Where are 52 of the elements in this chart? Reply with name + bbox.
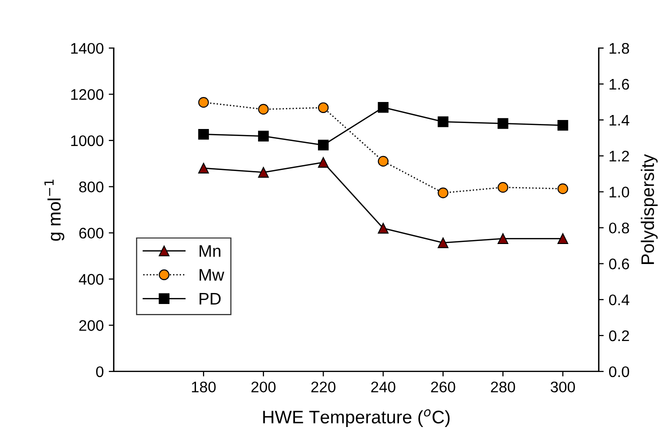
legend-label: PD	[200, 293, 221, 304]
point	[557, 233, 568, 244]
y2-tick-label: 1.2	[610, 150, 629, 162]
y2-axis-title: Polydispersity	[640, 154, 658, 264]
y2-tick-label: 0.4	[609, 294, 630, 306]
point	[378, 102, 389, 113]
y2-tick-label: 1.8	[610, 42, 630, 54]
legend-label: Mw	[200, 269, 224, 281]
y2-tick-label: 0.0	[609, 366, 630, 378]
x-tick-label: 240	[371, 382, 396, 392]
y2-tick-label: 1.0	[610, 186, 630, 198]
y2-tick-label: 0.2	[609, 330, 629, 342]
point	[438, 116, 448, 128]
y-tick-label: 400	[78, 274, 104, 285]
y-tick-label: 1000	[71, 135, 104, 146]
point	[318, 102, 329, 114]
x-tick-label: 180	[192, 382, 216, 392]
point	[258, 130, 269, 142]
x-tick-label: 220	[311, 382, 336, 392]
point	[378, 156, 389, 167]
point	[198, 97, 209, 108]
point	[498, 182, 508, 193]
y-tick-label: 800	[79, 182, 104, 192]
point	[198, 128, 209, 140]
point	[438, 237, 448, 248]
point	[258, 166, 269, 178]
point	[378, 222, 389, 234]
y-tick-label: 600	[79, 228, 104, 239]
y2-tick-label: 0.6	[609, 258, 630, 270]
y-tick-label: 0	[96, 366, 104, 378]
x-tick-label: 200	[251, 382, 276, 392]
point	[198, 162, 209, 174]
x-tick-label: 260	[431, 382, 456, 392]
y-tick-label: 1400	[71, 42, 104, 54]
point	[258, 104, 269, 115]
y2-tick-label: 0.8	[609, 222, 630, 234]
legend-label: Mn	[200, 245, 220, 257]
y-tick-label: 200	[79, 320, 104, 331]
y-tick-label: 1200	[71, 89, 104, 100]
y2-tick-label: 1.6	[610, 78, 630, 90]
point	[318, 140, 329, 150]
x-tick-label: 280	[490, 382, 516, 392]
y2-tick-label: 1.4	[610, 114, 630, 126]
point	[438, 188, 448, 198]
point	[557, 183, 568, 194]
point	[318, 157, 329, 168]
x-tick-label: 300	[550, 382, 575, 392]
y-axis-title: g mol$^{−1}$	[44, 180, 64, 241]
point	[557, 120, 568, 131]
point	[498, 233, 508, 244]
x-axis-title: HWE Temperature ($^{o}$C)	[263, 409, 450, 428]
point	[498, 118, 508, 129]
